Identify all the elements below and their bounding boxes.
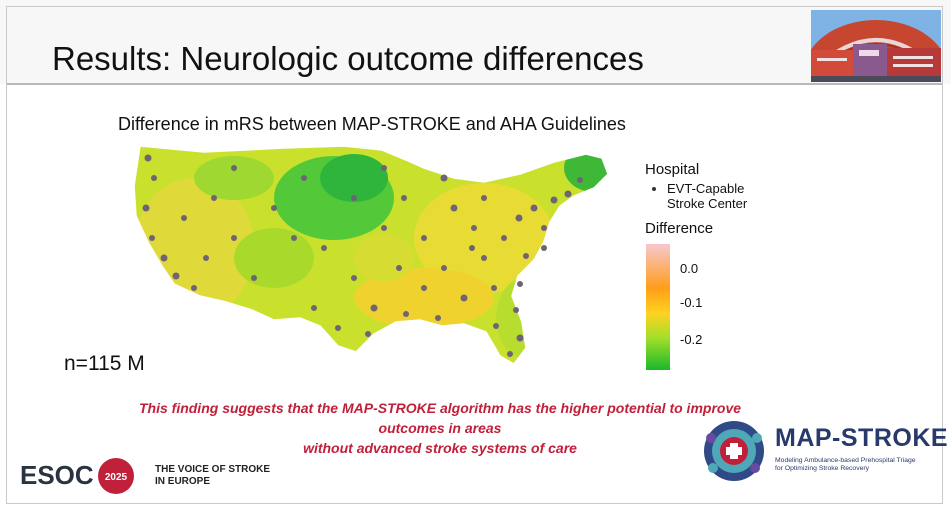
scale-tick [670, 268, 675, 269]
scale-tick-label: 0.0 [680, 261, 699, 276]
finding-line-1: This finding suggests that the MAP-STROK… [138, 400, 742, 436]
esoc-logo: ESOC 2025 [20, 458, 134, 494]
sample-size-label: n=115 M [64, 352, 145, 375]
finding-text: This finding suggests that the MAP-STROK… [120, 398, 760, 458]
map-stroke-subtitle-line2: for Optimizing Stroke Recovery [775, 465, 870, 472]
header-divider [6, 83, 943, 85]
scale-tick-label: -0.2 [680, 332, 703, 347]
hospital-markers [142, 154, 583, 357]
legend-hospital-heading: Hospital [645, 161, 700, 178]
esoc-tagline: THE VOICE OF STROKE IN EUROPE [155, 464, 285, 488]
slide-title: Results: Neurologic outcome differences [52, 40, 644, 77]
legend-hospital-item-line2: Stroke Center [667, 196, 748, 211]
legend-hospital-item-line1: EVT-Capable [667, 181, 745, 196]
map-stroke-brand-subtitle: Modeling Ambulance-based Prehospital Tri… [775, 457, 935, 473]
legend-hospital-item: EVT-Capable Stroke Center [667, 181, 787, 211]
hospital-dot-icon [652, 187, 656, 191]
esoc-tagline-line2: IN EUROPE [155, 476, 211, 487]
map-stroke-subtitle-line1: Modeling Ambulance-based Prehospital Tri… [775, 457, 916, 464]
us-difference-map [133, 145, 609, 365]
map-title: Difference in mRS between MAP-STROKE and… [118, 114, 626, 134]
esoc-tagline-line1: THE VOICE OF STROKE [155, 464, 271, 475]
venue-photo [811, 10, 941, 82]
scale-tick-label: -0.1 [680, 295, 703, 310]
header-band [0, 0, 951, 84]
difference-color-scale [646, 244, 670, 370]
finding-line-2: without advanced stroke systems of care [303, 440, 577, 456]
esoc-logo-text: ESOC [20, 460, 94, 490]
legend-difference-heading: Difference [645, 220, 714, 237]
esoc-logo-year: 2025 [105, 472, 128, 483]
slide-frame [6, 6, 943, 504]
scale-tick [670, 302, 675, 303]
scale-tick [670, 339, 675, 340]
map-stroke-logo-icon [704, 421, 764, 481]
map-stroke-brand-name: MAP-STROKE [775, 424, 949, 452]
